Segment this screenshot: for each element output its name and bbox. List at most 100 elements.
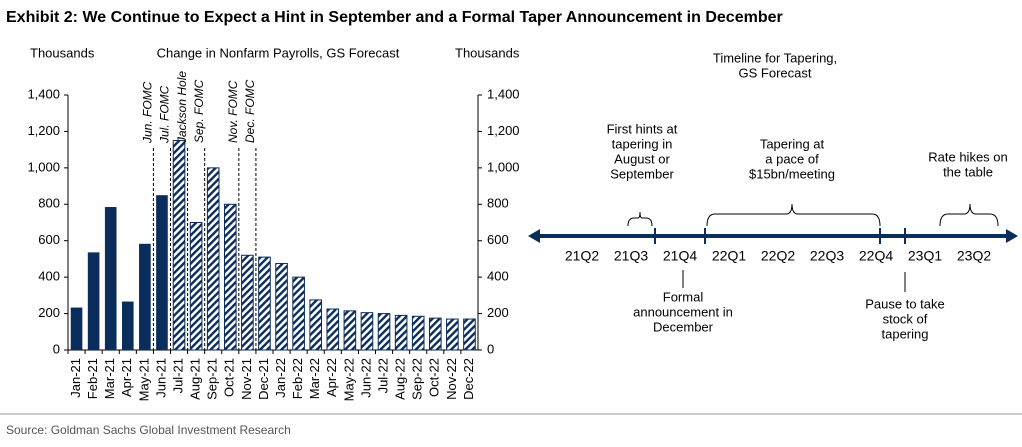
- x-tick-label: Apr-22: [324, 358, 339, 397]
- x-tick-label: May-22: [341, 358, 356, 401]
- timeline-title: Timeline for Tapering,: [713, 50, 837, 65]
- x-tick-label: Jan-21: [68, 358, 83, 398]
- timeline-note: Pause to take: [865, 296, 945, 311]
- y2-tick-label: 0: [487, 341, 494, 356]
- bar: [360, 312, 374, 351]
- x-tick-label: Dec-21: [256, 358, 271, 400]
- x-tick-label: Mar-22: [307, 358, 322, 399]
- x-tick-label: May-21: [136, 358, 151, 401]
- bar: [156, 195, 168, 350]
- event-label: Dec. FOMC: [243, 79, 257, 143]
- y-tick-label: 400: [38, 269, 60, 284]
- x-tick-label: Mar-21: [102, 358, 117, 399]
- bar: [309, 299, 323, 351]
- timeline-title: GS Forecast: [739, 65, 812, 80]
- y2-axis-title: Thousands: [455, 45, 520, 60]
- bar: [70, 307, 83, 350]
- x-tick-label: Sep-22: [410, 358, 425, 400]
- bar: [189, 222, 203, 351]
- y-tick-label: 0: [53, 341, 60, 356]
- x-tick-label: Aug-22: [393, 358, 408, 400]
- bar: [411, 315, 425, 351]
- y-axis-title: Thousands: [30, 45, 95, 60]
- timeline-note: a pace of: [765, 151, 819, 166]
- timeline-note: $15bn/meeting: [749, 166, 835, 181]
- event-label: Nov. FOMC: [226, 80, 240, 143]
- brackets: [627, 203, 999, 292]
- bar: [121, 301, 134, 350]
- timeline-note: August or: [614, 151, 670, 166]
- x-tick-label: Jul-21: [170, 358, 185, 393]
- y-tick-label: 1,200: [27, 123, 60, 138]
- x-tick-label: Jun-21: [153, 358, 168, 398]
- timeline-note: the table: [943, 164, 993, 179]
- bar: [292, 276, 305, 351]
- timeline-note: September: [610, 166, 674, 181]
- event-label: Sep. FOMC: [192, 79, 206, 143]
- timeline-note: stock of: [883, 311, 928, 326]
- bar: [377, 313, 391, 351]
- period-label: 22Q1: [712, 248, 746, 264]
- bar: [326, 308, 340, 351]
- x-tick-label: Dec-22: [461, 358, 476, 400]
- event-label: Jul. FOMC: [158, 85, 172, 144]
- x-tick-label: Jul-22: [375, 358, 390, 393]
- timeline-note: Formal: [663, 289, 704, 304]
- bar: [87, 252, 100, 350]
- bar: [446, 318, 459, 351]
- x-tick-label: Feb-22: [290, 358, 305, 399]
- bar: [223, 203, 237, 351]
- y2-tick-label: 400: [487, 269, 509, 284]
- x-tick-label: Jun-22: [358, 358, 373, 398]
- event-label: Jackson Hole: [175, 71, 189, 144]
- x-tick-label: Apr-21: [119, 358, 134, 397]
- period-label: 21Q4: [663, 248, 697, 264]
- bar: [172, 140, 186, 351]
- timeline-note: First hints at: [607, 121, 678, 136]
- bar: [394, 314, 408, 351]
- page-title: Exhibit 2: We Continue to Expect a Hint …: [6, 9, 783, 26]
- period-label: 23Q1: [908, 248, 942, 264]
- timeline-note: Tapering at: [760, 136, 825, 151]
- period-label: 22Q3: [810, 248, 844, 264]
- source: Source: Goldman Sachs Global Investment …: [6, 423, 291, 437]
- x-tick-label: Oct-21: [222, 358, 237, 397]
- bar: [275, 262, 288, 351]
- event-label: Jun. FOMC: [141, 81, 155, 144]
- chart-title: Change in Nonfarm Payrolls, GS Forecast: [157, 45, 400, 60]
- bar: [206, 167, 220, 351]
- y-tick-label: 1,000: [27, 159, 60, 174]
- x-tick-label: Nov-22: [444, 358, 459, 400]
- y2-tick-label: 1,200: [487, 123, 520, 138]
- period-label: 21Q2: [565, 248, 599, 264]
- timeline-note: tapering: [882, 326, 929, 341]
- period-label: 23Q2: [957, 248, 991, 264]
- y2-tick-label: 1,400: [487, 86, 520, 101]
- timeline-note: tapering in: [612, 136, 673, 151]
- x-tick-label: Feb-21: [85, 358, 100, 399]
- bar: [241, 254, 254, 351]
- timeline-note: announcement in: [633, 304, 733, 319]
- y2-tick-label: 200: [487, 305, 509, 320]
- bar: [258, 256, 271, 351]
- bar: [463, 318, 476, 351]
- x-tick-label: Jan-22: [273, 358, 288, 398]
- y-tick-label: 600: [38, 232, 60, 247]
- period-label: 21Q3: [614, 248, 648, 264]
- period-label: 22Q2: [761, 248, 795, 264]
- x-tick-label: Sep-21: [205, 358, 220, 400]
- y-tick-label: 200: [38, 305, 60, 320]
- y2-tick-label: 1,000: [487, 159, 520, 174]
- bar: [428, 317, 442, 351]
- timeline-note: Rate hikes on: [928, 149, 1008, 164]
- y2-tick-label: 800: [487, 196, 509, 211]
- x-tick-label: Oct-22: [427, 358, 442, 397]
- y-tick-label: 1,400: [27, 86, 60, 101]
- bar: [104, 207, 117, 350]
- timeline-ticks: [654, 228, 906, 244]
- x-tick-label: Aug-21: [188, 358, 203, 400]
- x-tick-label: Nov-21: [239, 358, 254, 400]
- y2-tick-label: 600: [487, 232, 509, 247]
- bar: [343, 310, 357, 351]
